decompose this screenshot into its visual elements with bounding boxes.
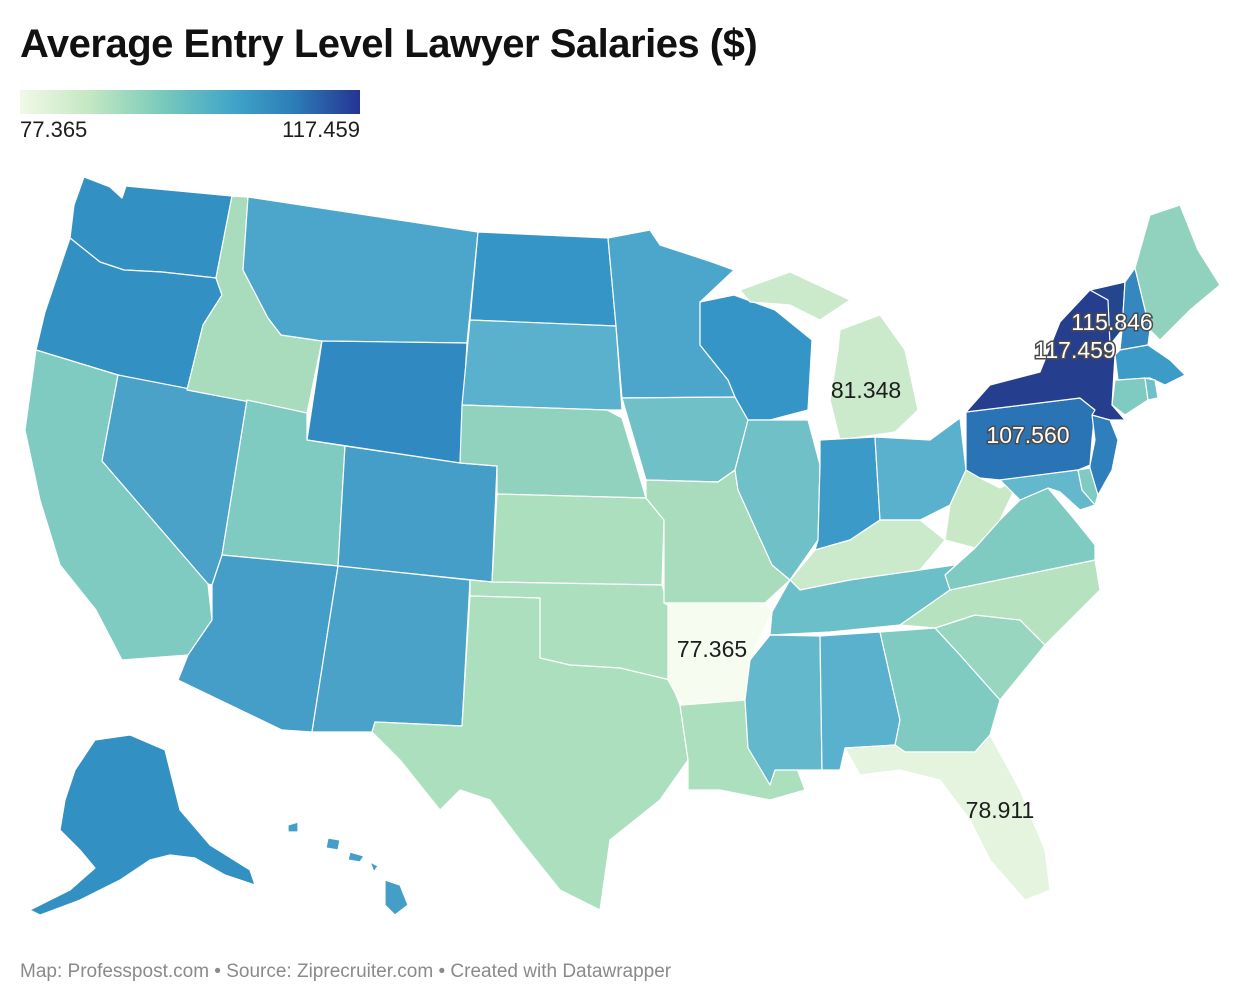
state-alaska[interactable]: [29, 734, 256, 916]
color-legend: 77.365 117.459: [20, 90, 360, 143]
value-labels-layer: 115.846 117.459 107.560 81.348 77.365 78…: [677, 308, 1154, 824]
state-south-dakota[interactable]: [461, 319, 623, 411]
state-virginia[interactable]: [944, 487, 1096, 591]
us-map-svg: 115.846 117.459 107.560 81.348 77.365 78…: [24, 176, 1221, 916]
state-florida[interactable]: [844, 734, 1051, 901]
state-north-dakota[interactable]: [469, 231, 617, 327]
state-new-jersey[interactable]: [1089, 414, 1119, 496]
legend-min-label: 77.365: [20, 117, 88, 142]
states-layer: [24, 176, 1221, 916]
legend-max-label: 117.459: [282, 117, 360, 142]
label-michigan: 81.348: [831, 377, 901, 403]
state-connecticut[interactable]: [1111, 377, 1149, 416]
map-title: Average Entry Level Lawyer Salaries ($): [20, 22, 758, 66]
state-kansas[interactable]: [491, 493, 665, 586]
state-michigan[interactable]: [739, 271, 919, 441]
state-mississippi[interactable]: [744, 634, 823, 786]
state-colorado[interactable]: [337, 445, 498, 583]
label-vermont: 115.846: [1071, 309, 1152, 335]
state-montana[interactable]: [242, 196, 479, 344]
label-pennsylvania: 107.560: [986, 422, 1069, 448]
label-arkansas: 77.365: [677, 636, 747, 662]
source-footer: Map: Professpost.com • Source: Ziprecrui…: [20, 961, 672, 982]
label-new-york: 117.459: [1034, 337, 1115, 363]
state-iowa[interactable]: [621, 396, 749, 483]
label-florida: 78.911: [966, 797, 1035, 823]
state-maine[interactable]: [1134, 204, 1221, 341]
choropleth-map: 115.846 117.459 107.560 81.348 77.365 78…: [24, 176, 1221, 916]
state-new-mexico[interactable]: [311, 565, 471, 733]
state-new-york[interactable]: [965, 289, 1126, 421]
state-hawaii[interactable]: [287, 821, 409, 916]
legend-gradient-bar: [20, 90, 360, 114]
legend-labels: 77.365 117.459: [20, 117, 360, 143]
state-rhode-island[interactable]: [1144, 377, 1159, 401]
state-texas[interactable]: [371, 595, 689, 911]
state-delaware[interactable]: [1077, 467, 1099, 506]
state-illinois[interactable]: [734, 419, 821, 581]
state-vermont[interactable]: [1089, 281, 1126, 346]
